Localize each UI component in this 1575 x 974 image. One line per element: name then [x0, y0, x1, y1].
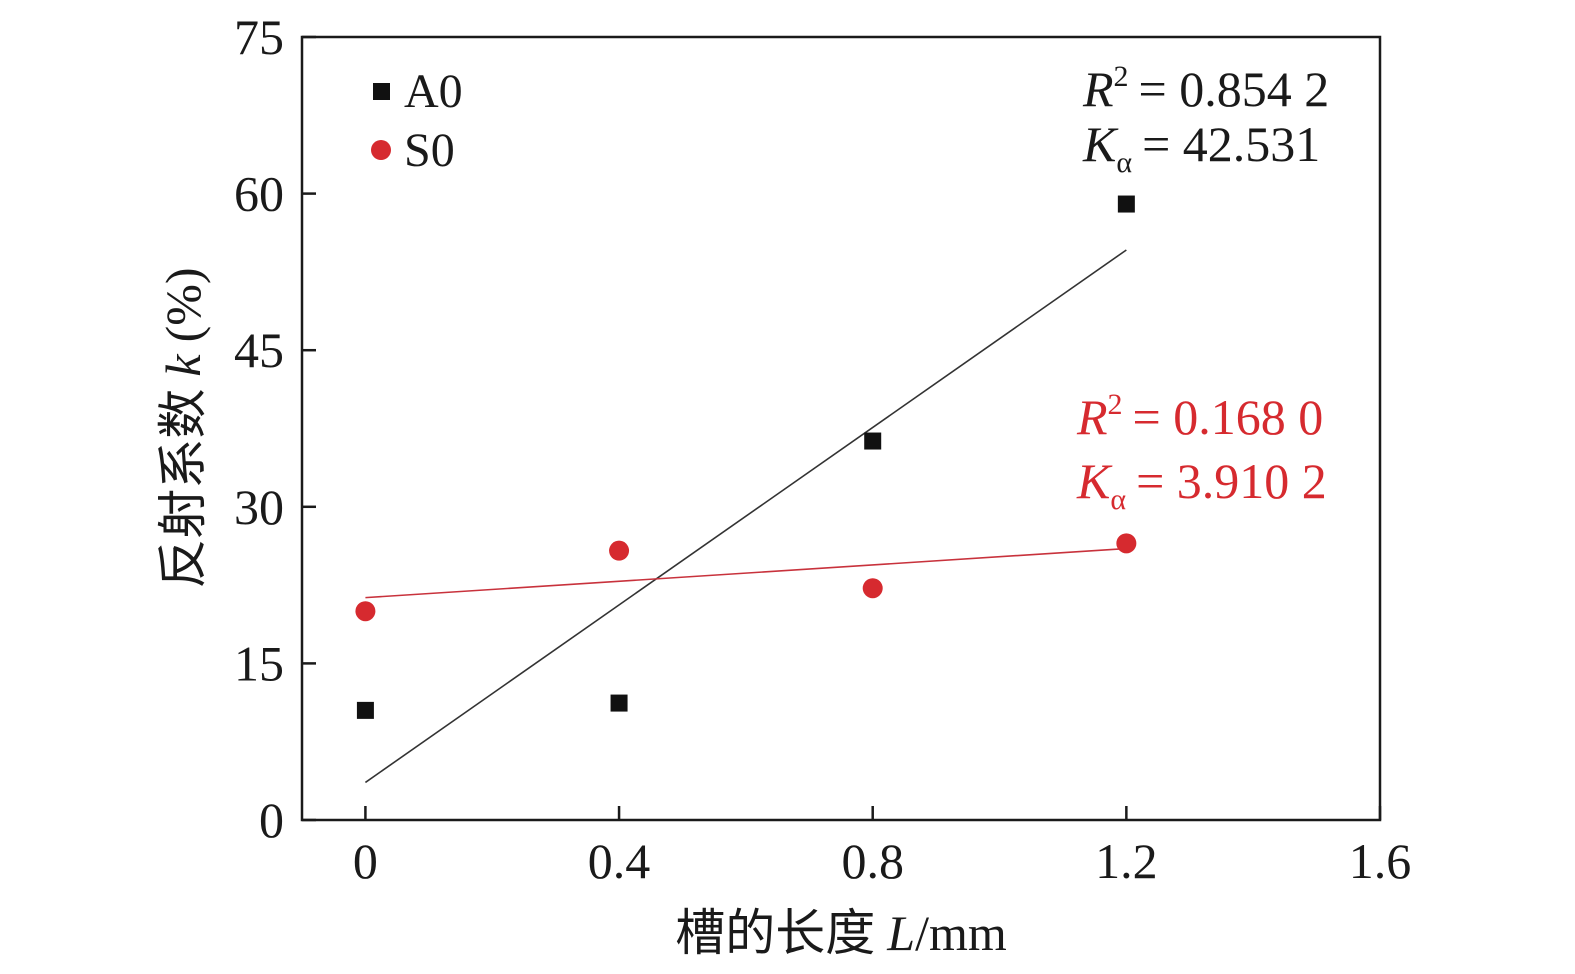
y-axis-title-var: k [155, 354, 211, 377]
x-axis-title-main: 槽的长度 [675, 905, 875, 961]
annotation-s0: R2 = 0.168 0 Kα = 3.910 2 [1076, 388, 1327, 516]
point-s0 [609, 540, 630, 561]
plot-frame [300, 35, 1382, 822]
annotation-a0-r-exp: 2 [1114, 60, 1129, 93]
points-layer [355, 195, 1137, 719]
annotation-a0-r2-value: = 0.854 2 [1139, 61, 1330, 117]
annotation-s0-r-exp: 2 [1108, 388, 1123, 421]
x-tick-label: 0 [353, 833, 378, 889]
x-tick-label: 0.8 [841, 833, 904, 889]
fit-line-a0 [364, 249, 1127, 784]
annotation-s0-r-symbol: R [1076, 389, 1108, 445]
legend-label-a0: A0 [404, 65, 463, 118]
x-axis-title: 槽的长度 L/mm [675, 905, 1007, 961]
y-axis-title: 反射系数 k (%) [155, 267, 211, 588]
y-tick-label: 60 [234, 166, 284, 222]
annotation-a0-k-value: = 42.531 [1142, 116, 1320, 172]
legend-marker-s0 [371, 140, 391, 160]
legend-marker-a0 [373, 83, 390, 100]
y-axis-title-main: 反射系数 [155, 389, 211, 589]
annotation-a0-k-symbol: K [1082, 116, 1119, 172]
legend-label-s0: S0 [404, 124, 455, 177]
point-s0 [1116, 533, 1137, 554]
ticks-layer: 0 0.4 0.8 1.2 1.6 0 15 30 45 60 75 [234, 9, 1411, 889]
point-a0 [610, 694, 628, 712]
fit-lines-layer [364, 249, 1127, 784]
y-tick-label: 15 [234, 635, 284, 691]
legend: A0 S0 [371, 65, 463, 177]
annotation-s0-k-sub: α [1110, 483, 1126, 516]
fit-line-s0 [365, 547, 1127, 599]
x-tick-label: 0.4 [588, 833, 651, 889]
annotation-s0-k: Kα = 3.910 2 [1076, 453, 1327, 516]
annotation-a0-r2: R2 = 0.854 2 [1082, 60, 1329, 117]
x-tick-label: 1.6 [1349, 833, 1412, 889]
annotation-s0-k-symbol: K [1076, 453, 1113, 509]
point-s0 [355, 601, 376, 622]
annotation-s0-r2-value: = 0.168 0 [1133, 389, 1324, 445]
annotation-s0-r2: R2 = 0.168 0 [1076, 388, 1323, 445]
y-axis-title-unit: (%) [155, 267, 211, 342]
x-axis-title-unit: /mm [915, 905, 1007, 961]
point-a0 [864, 432, 882, 450]
y-tick-label: 75 [234, 9, 284, 65]
point-s0 [862, 578, 883, 599]
y-tick-label: 45 [234, 322, 284, 378]
annotation-s0-k-value: = 3.910 2 [1136, 453, 1327, 509]
annotation-a0-k: Kα = 42.531 [1082, 116, 1320, 179]
point-a0 [1117, 195, 1135, 213]
y-tick-label: 0 [259, 792, 284, 848]
annotation-a0-r-symbol: R [1082, 61, 1114, 117]
annotation-a0-k-sub: α [1116, 146, 1132, 179]
x-axis-title-var: L [886, 905, 915, 961]
x-tick-label: 1.2 [1095, 833, 1158, 889]
annotation-a0: R2 = 0.854 2 Kα = 42.531 [1082, 60, 1329, 179]
y-tick-label: 30 [234, 479, 284, 535]
point-a0 [356, 701, 374, 719]
